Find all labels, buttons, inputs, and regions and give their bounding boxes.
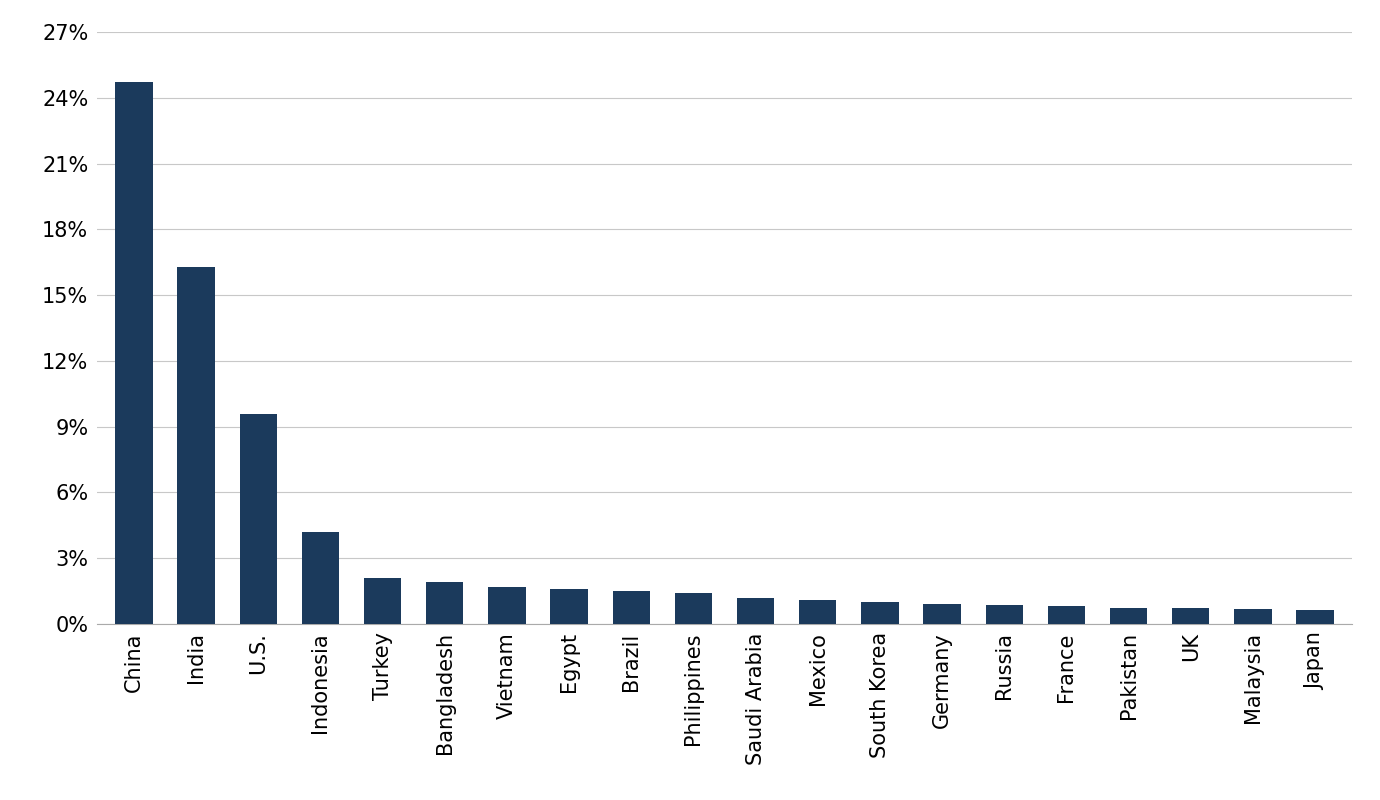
Bar — [985, 606, 1023, 624]
Bar — [613, 591, 650, 624]
Bar — [675, 594, 712, 624]
Bar — [364, 578, 402, 624]
Bar — [923, 604, 960, 624]
Bar — [1296, 610, 1333, 624]
Bar — [178, 266, 215, 624]
Bar — [1234, 609, 1271, 624]
Bar — [799, 600, 836, 624]
Bar — [1047, 606, 1085, 624]
Bar — [1110, 607, 1147, 624]
Bar — [1172, 607, 1209, 624]
Bar — [116, 82, 153, 624]
Bar — [240, 414, 277, 624]
Bar — [426, 582, 464, 624]
Bar — [489, 586, 526, 624]
Bar — [737, 598, 774, 624]
Bar — [861, 602, 898, 624]
Bar — [551, 589, 588, 624]
Bar — [302, 532, 339, 624]
